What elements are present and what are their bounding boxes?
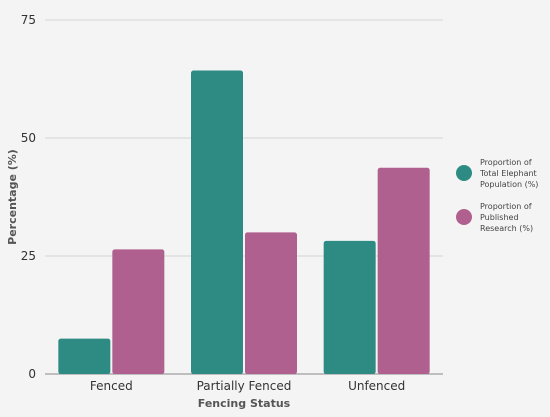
legend-label: Research (%) — [480, 224, 533, 233]
legend-label: Published — [480, 213, 519, 222]
bar — [377, 167, 430, 374]
x-tick-label: Partially Fenced — [197, 379, 292, 393]
y-axis-title: Percentage (%) — [6, 149, 19, 245]
x-axis-title: Fencing Status — [198, 397, 291, 410]
bars — [58, 70, 430, 374]
legend-swatch — [456, 165, 472, 181]
legend-label: Proportion of — [480, 158, 532, 167]
bar — [191, 70, 243, 374]
y-tick-label: 75 — [21, 13, 36, 27]
legend: Proportion of Total Elephant Population (%… — [456, 158, 538, 233]
gridlines — [45, 19, 443, 257]
bar — [58, 338, 111, 374]
legend-label: Total Elephant — [479, 169, 537, 178]
y-axis-ticks: 0 25 50 75 — [21, 13, 36, 381]
y-tick-label: 25 — [21, 249, 36, 263]
x-tick-label: Fenced — [90, 379, 133, 393]
legend-swatch — [456, 209, 472, 225]
x-tick-label: Unfenced — [348, 379, 405, 393]
legend-label: Population (%) — [480, 180, 538, 189]
bar — [112, 249, 165, 374]
y-tick-label: 0 — [28, 367, 36, 381]
legend-label: Proportion of — [480, 202, 532, 211]
bar — [245, 232, 297, 374]
bar — [323, 240, 376, 374]
y-tick-label: 50 — [21, 131, 36, 145]
x-axis-ticks: Fenced Partially Fenced Unfenced — [90, 379, 405, 393]
